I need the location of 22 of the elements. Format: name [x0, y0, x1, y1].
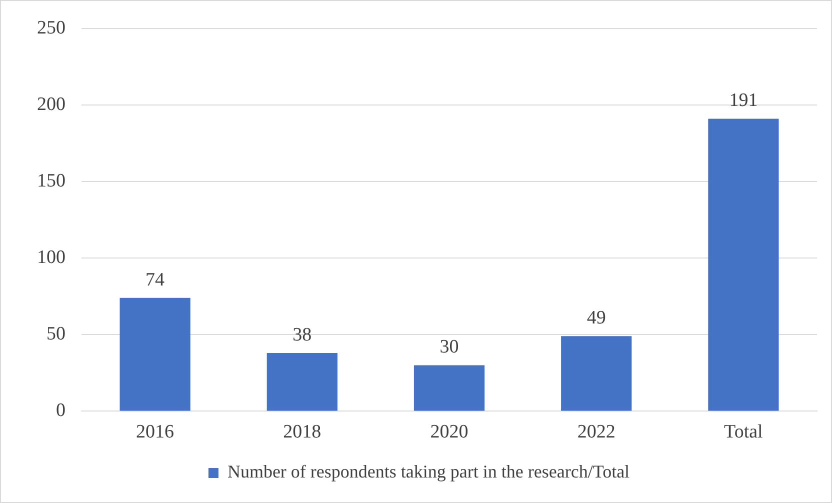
y-tick-label: 250	[37, 17, 66, 38]
bar	[414, 365, 485, 411]
x-tick-label: 2018	[283, 422, 322, 443]
legend-label: Number of respondents taking part in the research/Total	[227, 462, 630, 482]
data-label: 49	[586, 308, 606, 329]
bar	[708, 118, 779, 411]
x-tick-label: 2022	[577, 422, 616, 443]
data-label: 74	[146, 269, 166, 290]
y-tick-label: 50	[46, 324, 66, 345]
y-tick-label: 100	[37, 247, 66, 268]
y-tick-label: 200	[37, 94, 66, 115]
x-tick-label: 2020	[430, 422, 468, 443]
data-label: 191	[729, 90, 758, 112]
x-tick-label: Total	[724, 422, 763, 443]
y-tick-label: 0	[56, 400, 66, 422]
bar	[120, 298, 190, 411]
y-tick-label: 150	[37, 170, 66, 192]
bar	[266, 353, 338, 411]
data-label: 38	[292, 324, 312, 346]
bar	[561, 336, 632, 411]
x-tick-label: 2016	[136, 422, 174, 443]
data-label: 30	[440, 336, 459, 358]
